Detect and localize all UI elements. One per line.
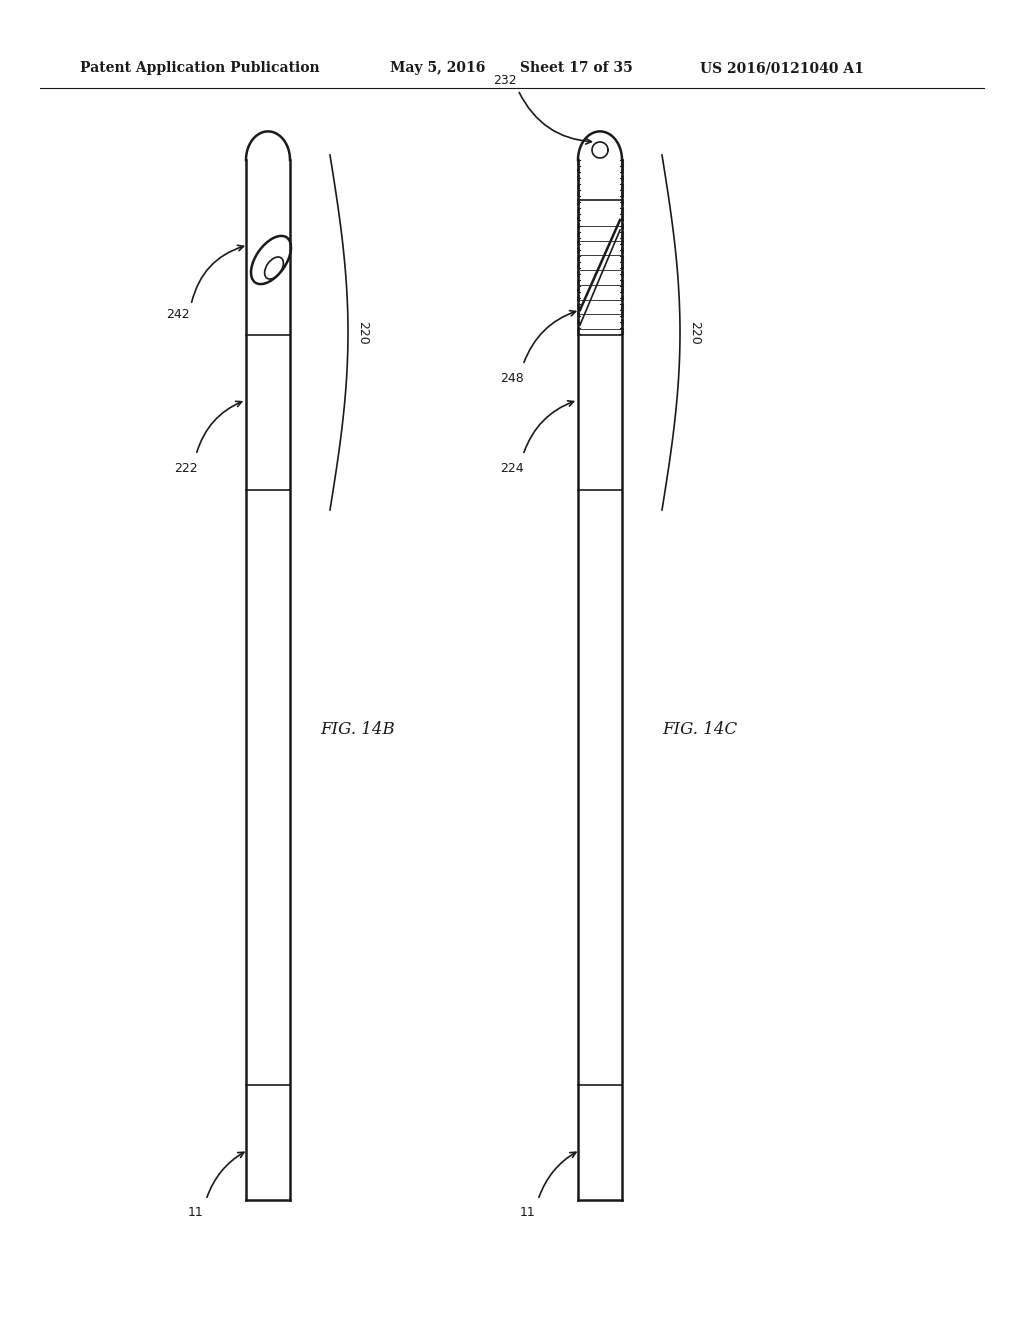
Text: US 2016/0121040 A1: US 2016/0121040 A1	[700, 61, 864, 75]
Text: 242: 242	[166, 309, 189, 322]
Text: Sheet 17 of 35: Sheet 17 of 35	[520, 61, 633, 75]
Text: FIG. 14C: FIG. 14C	[663, 722, 737, 738]
Text: FIG. 14B: FIG. 14B	[321, 722, 395, 738]
Text: May 5, 2016: May 5, 2016	[390, 61, 485, 75]
Text: 11: 11	[520, 1205, 536, 1218]
Text: Patent Application Publication: Patent Application Publication	[80, 61, 319, 75]
Text: 222: 222	[174, 462, 198, 474]
Text: 224: 224	[500, 462, 523, 474]
Text: 248: 248	[500, 371, 523, 384]
Text: 232: 232	[493, 74, 517, 87]
Text: 220: 220	[356, 321, 369, 345]
Text: 220: 220	[688, 321, 701, 345]
Text: 11: 11	[188, 1205, 204, 1218]
